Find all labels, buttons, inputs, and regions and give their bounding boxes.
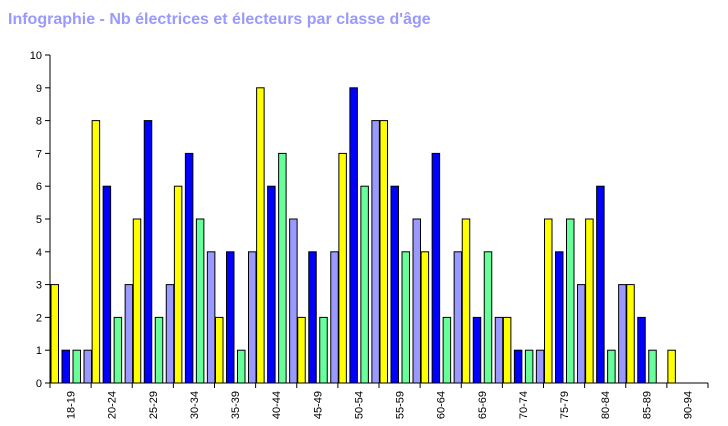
bar-s1-60-64 xyxy=(420,251,430,384)
x-tick-label: 75-79 xyxy=(559,391,571,419)
x-tick-label: 80-84 xyxy=(600,391,612,419)
bar-s2-30-34 xyxy=(184,152,194,384)
bar-s4-40-44 xyxy=(289,218,298,384)
bar-s4-35-39 xyxy=(248,251,257,384)
bar-s2-85-89 xyxy=(637,316,646,384)
x-tick-label: 55-59 xyxy=(395,391,407,419)
y-tick-label: 9 xyxy=(36,83,42,95)
chart-title: Infographie - Nb électrices et électeurs… xyxy=(8,11,431,28)
bar-s1-45-49 xyxy=(297,316,306,384)
x-tick-label: 70-74 xyxy=(518,391,530,419)
x-tick-label: 50-54 xyxy=(353,391,365,419)
y-tick-label: 6 xyxy=(36,181,42,193)
y-tick-label: 2 xyxy=(36,312,42,324)
bar-s4-50-54 xyxy=(371,120,380,384)
bar-s4-80-84 xyxy=(618,284,627,384)
bar-s3-55-59 xyxy=(401,251,410,384)
bar-s2-35-39 xyxy=(226,251,235,384)
bar-s1-55-59 xyxy=(379,120,388,384)
x-tick-label: 20-24 xyxy=(107,391,119,419)
bar-s1-30-34 xyxy=(173,185,183,384)
x-tick-label: 25-29 xyxy=(148,391,160,419)
bar-s3-30-34 xyxy=(195,218,205,384)
bar-s2-75-79 xyxy=(555,251,564,384)
bar-s3-20-24 xyxy=(113,316,123,384)
bar-s1-25-29 xyxy=(132,218,142,384)
bar-s2-55-59 xyxy=(390,185,399,384)
bar-s4-20-24 xyxy=(124,284,134,384)
y-tick-label: 0 xyxy=(36,378,42,390)
bar-s1-85-89 xyxy=(626,284,635,384)
bar-s3-60-64 xyxy=(442,316,452,384)
x-axis-ticks: 18-19 20-24 25-29 30-34 35-39 40-44 45-49 50-54… xyxy=(49,383,709,419)
x-tick-label: 65-69 xyxy=(477,391,489,419)
x-tick-label: 18-19 xyxy=(66,391,78,419)
bar-s2-50-54 xyxy=(349,87,358,384)
bar-s1-90-94 xyxy=(667,349,676,384)
y-tick-label: 8 xyxy=(36,116,42,128)
bar-s1-80-84 xyxy=(585,218,594,384)
bar-s2-18-19 xyxy=(61,349,70,384)
x-tick-label: 45-49 xyxy=(312,391,324,419)
bar-s2-45-49 xyxy=(308,251,317,384)
bar-s4-65-69 xyxy=(494,316,504,384)
bar-s4-18-19 xyxy=(83,349,92,384)
bar-s3-65-69 xyxy=(483,251,493,384)
bar-s3-50-54 xyxy=(360,185,369,384)
bar-s3-18-19 xyxy=(72,349,81,384)
x-tick-label: 60-64 xyxy=(436,391,448,419)
bar-s4-25-29 xyxy=(165,284,175,384)
bar-s3-70-74 xyxy=(524,349,534,384)
bar-s3-25-29 xyxy=(154,316,164,384)
bar-s2-80-84 xyxy=(596,185,605,384)
y-tick-label: 3 xyxy=(36,280,42,292)
bar-s4-70-74 xyxy=(535,349,545,384)
bar-s2-65-69 xyxy=(472,316,482,384)
x-tick-label: 35-39 xyxy=(230,391,242,419)
bar-s3-45-49 xyxy=(319,316,328,384)
bar-s3-75-79 xyxy=(566,218,575,384)
bar-s4-55-59 xyxy=(412,218,421,384)
bar-s3-40-44 xyxy=(278,152,287,384)
bar-s1-40-44 xyxy=(256,87,265,384)
y-tick-label: 4 xyxy=(36,247,42,259)
bar-s2-40-44 xyxy=(267,185,276,384)
y-axis-ticks: 0 1 2 3 4 5 6 7 8 9 10 xyxy=(30,50,50,390)
bar-group xyxy=(50,87,676,384)
y-tick-label: 10 xyxy=(30,50,42,62)
bar-s1-75-79 xyxy=(544,218,553,384)
x-tick-label: 30-34 xyxy=(189,391,201,419)
x-tick-label: 90-94 xyxy=(682,391,694,419)
bar-s4-30-34 xyxy=(206,251,216,384)
bar-s3-80-84 xyxy=(607,349,616,384)
bar-s2-20-24 xyxy=(102,185,112,384)
bar-s1-18-19 xyxy=(50,284,59,384)
y-tick-label: 7 xyxy=(36,148,42,160)
y-tick-label: 5 xyxy=(36,214,42,226)
bar-s3-85-89 xyxy=(648,349,657,384)
x-tick-label: 40-44 xyxy=(271,391,283,419)
x-tick-label: 85-89 xyxy=(641,391,653,419)
bar-s1-35-39 xyxy=(215,316,224,384)
bar-s2-25-29 xyxy=(143,120,153,384)
bar-s1-50-54 xyxy=(338,152,347,384)
bar-s2-70-74 xyxy=(513,349,523,384)
bar-s2-60-64 xyxy=(431,152,441,384)
bar-s1-70-74 xyxy=(502,316,512,384)
bar-s4-60-64 xyxy=(453,251,463,384)
bar-s1-65-69 xyxy=(461,218,471,384)
bar-s4-75-79 xyxy=(577,284,586,384)
bar-s3-35-39 xyxy=(237,349,246,384)
bar-s4-45-49 xyxy=(330,251,339,384)
bar-s1-20-24 xyxy=(91,120,101,384)
y-tick-label: 1 xyxy=(36,345,42,357)
